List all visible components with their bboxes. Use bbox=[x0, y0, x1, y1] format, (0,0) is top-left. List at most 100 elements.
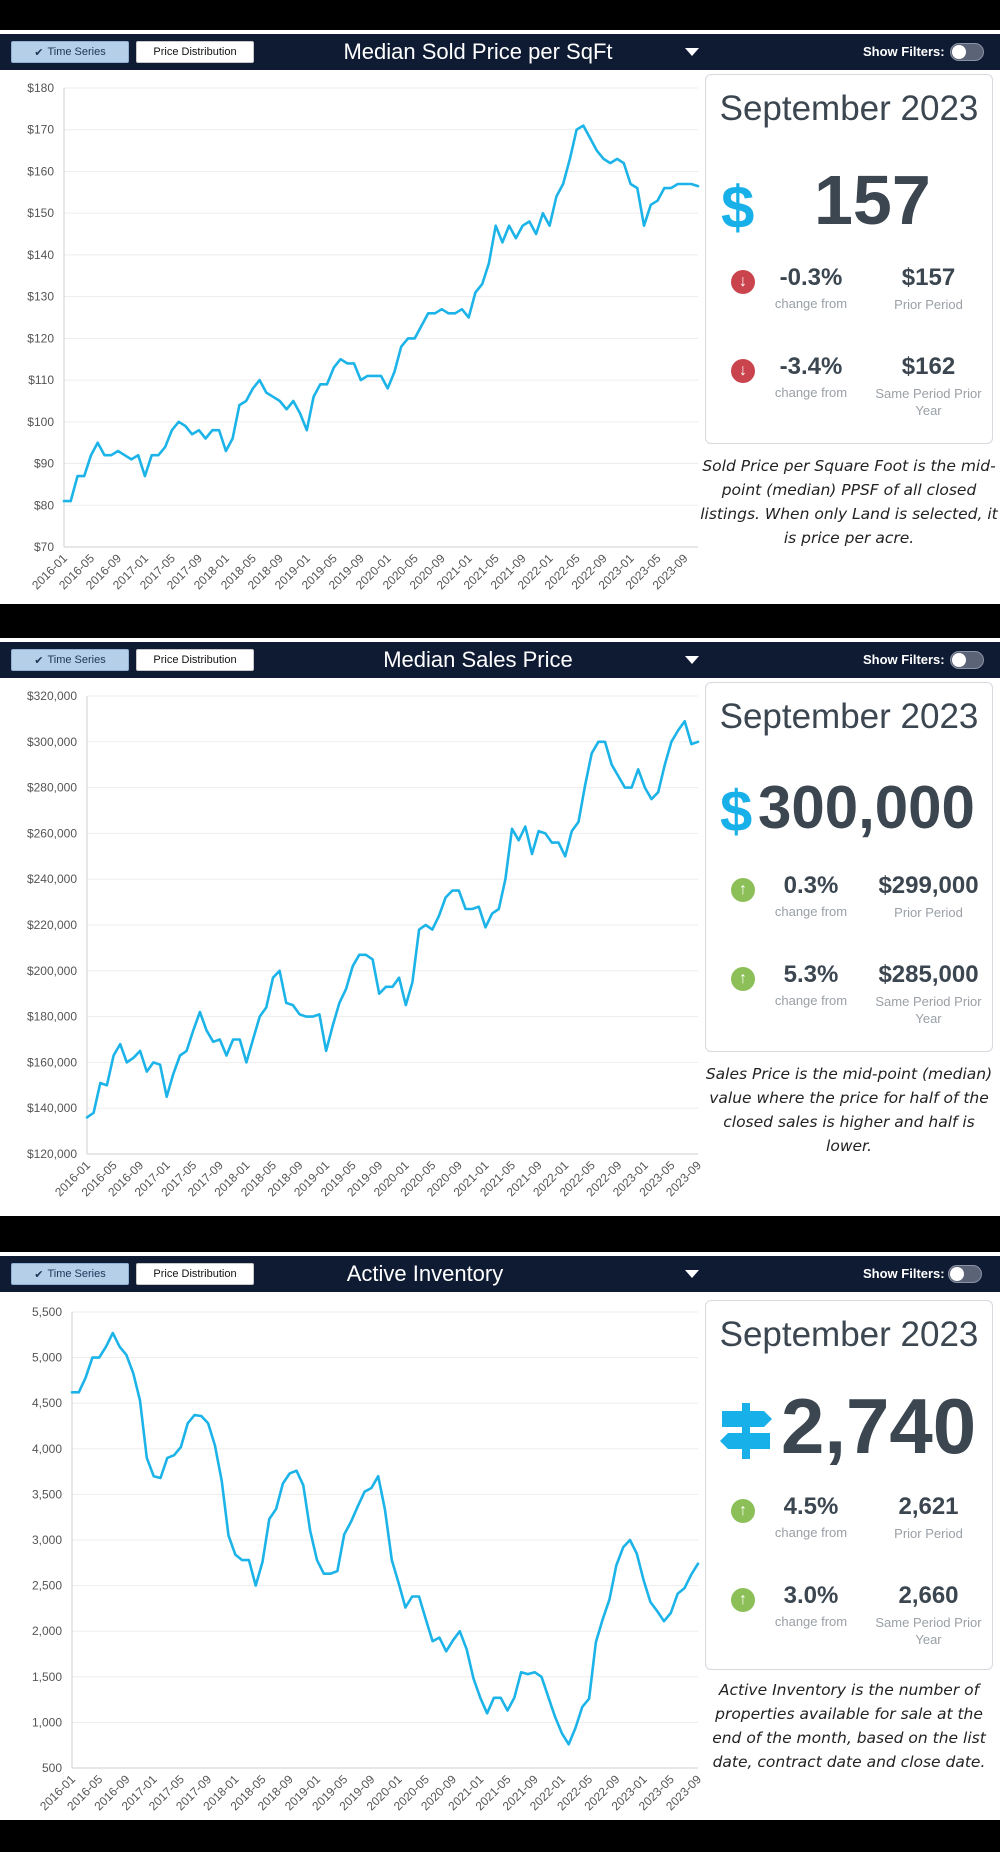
y-tick-label: $110 bbox=[28, 373, 54, 387]
dollar-icon: $ bbox=[721, 174, 755, 241]
check-icon: ✔ bbox=[34, 46, 44, 59]
show-filters-label: Show Filters: bbox=[863, 44, 945, 59]
y-tick-label: $120 bbox=[27, 331, 54, 345]
toggle-knob bbox=[952, 653, 966, 667]
compare-value: 2,660 bbox=[898, 1582, 959, 1609]
y-tick-label: $280,000 bbox=[27, 781, 77, 795]
change-pct: 0.3% bbox=[783, 872, 839, 899]
arrow-up-icon: ↑ bbox=[731, 1499, 755, 1523]
metric-description: Sold Price per Square Foot is the mid-po… bbox=[700, 457, 998, 547]
change-pct: -0.3% bbox=[779, 264, 843, 291]
ppsf-summary-card: September 2023 $ 157 ↓ -0.3% change from… bbox=[705, 74, 993, 444]
y-tick-label: $140,000 bbox=[27, 1101, 77, 1115]
show-filters-toggle[interactable] bbox=[950, 43, 984, 61]
y-tick-label: $170 bbox=[27, 123, 54, 137]
compare-value: $285,000 bbox=[878, 961, 979, 988]
change-row-prior-year: ↓ -3.4% change from $162 Same Period Pri… bbox=[706, 353, 992, 449]
panel-active-inventory: ✔ Time Series Price Distribution Active … bbox=[0, 1252, 1000, 1820]
change-row-prior-year: ↑ 5.3% change from $285,000 Same Period … bbox=[706, 961, 992, 1057]
change-label: change from bbox=[774, 993, 848, 1008]
y-tick-label: 5,000 bbox=[32, 1351, 62, 1365]
show-filters-toggle[interactable] bbox=[950, 651, 984, 669]
y-tick-label: $160 bbox=[27, 164, 54, 178]
change-label: change from bbox=[774, 1525, 848, 1540]
show-filters-label: Show Filters: bbox=[863, 652, 945, 667]
arrow-down-icon: ↓ bbox=[731, 270, 755, 294]
change-row-prior-period: ↑ 4.5% change from 2,621 Prior Period bbox=[706, 1493, 992, 1589]
y-tick-label: $300,000 bbox=[27, 735, 77, 749]
compare-label: Same Period Prior Year bbox=[875, 386, 982, 418]
change-row-prior-year: ↑ 3.0% change from 2,660 Same Period Pri… bbox=[706, 1582, 992, 1678]
y-tick-label: $80 bbox=[34, 498, 54, 512]
change-pct: 4.5% bbox=[783, 1493, 839, 1520]
card-value: 2,740 bbox=[781, 1382, 977, 1470]
arrow-down-icon: ↓ bbox=[731, 359, 755, 383]
price-distribution-button[interactable]: Price Distribution bbox=[136, 649, 254, 671]
price-distribution-label: Price Distribution bbox=[153, 46, 237, 58]
check-icon: ✔ bbox=[34, 1268, 44, 1281]
y-tick-label: $180 bbox=[27, 81, 54, 95]
compare-value: $162 bbox=[901, 353, 956, 380]
y-tick-label: $180,000 bbox=[27, 1010, 77, 1024]
chevron-down-icon[interactable] bbox=[685, 48, 699, 56]
y-tick-label: $240,000 bbox=[27, 872, 77, 886]
compare-label: Same Period Prior Year bbox=[875, 994, 982, 1026]
card-period: September 2023 bbox=[719, 1315, 979, 1354]
y-tick-label: 2,500 bbox=[32, 1579, 62, 1593]
change-row-prior-period: ↑ 0.3% change from $299,000 Prior Period bbox=[706, 872, 992, 968]
y-tick-label: $90 bbox=[34, 457, 54, 471]
price-distribution-button[interactable]: Price Distribution bbox=[136, 1263, 254, 1285]
panel-toolbar: ✔ Time Series Price Distribution Median … bbox=[0, 34, 1000, 70]
compare-value: 2,621 bbox=[898, 1493, 959, 1520]
active-inventory-line-chart: 500 1,000 1,500 2,000 2,500 3,000 3,500 4,000 4,… bbox=[32, 1305, 704, 1813]
arrow-up-icon: ↑ bbox=[731, 967, 755, 991]
y-tick-label: 4,500 bbox=[32, 1396, 62, 1410]
y-tick-label: $130 bbox=[27, 290, 54, 304]
show-filters-label: Show Filters: bbox=[863, 1266, 945, 1281]
change-label: change from bbox=[774, 904, 848, 919]
compare-label: Prior Period bbox=[894, 297, 963, 312]
time-series-button[interactable]: ✔ Time Series bbox=[11, 41, 129, 63]
time-series-label: Time Series bbox=[47, 654, 106, 666]
y-tick-label: 1,000 bbox=[32, 1715, 62, 1729]
dollar-icon: $ bbox=[720, 779, 753, 844]
y-tick-label: 3,500 bbox=[32, 1487, 62, 1501]
arrow-up-icon: ↑ bbox=[731, 878, 755, 902]
compare-label: Prior Period bbox=[894, 1526, 963, 1541]
time-series-button[interactable]: ✔ Time Series bbox=[11, 649, 129, 671]
time-series-label: Time Series bbox=[47, 1268, 106, 1280]
change-label: change from bbox=[774, 1614, 848, 1629]
change-row-prior-period: ↓ -0.3% change from $157 Prior Period bbox=[706, 264, 992, 360]
y-tick-label: $320,000 bbox=[27, 689, 77, 703]
metric-select-title[interactable]: Median Sold Price per SqFt bbox=[343, 39, 613, 64]
chevron-down-icon[interactable] bbox=[685, 1270, 699, 1278]
price-distribution-label: Price Distribution bbox=[153, 654, 237, 666]
card-period: September 2023 bbox=[719, 89, 979, 128]
y-tick-label: 3,000 bbox=[32, 1533, 62, 1547]
signpost-icon bbox=[720, 1403, 772, 1459]
panel-toolbar: ✔ Time Series Price Distribution Active … bbox=[0, 1256, 1000, 1292]
chevron-down-icon[interactable] bbox=[685, 656, 699, 664]
sales-price-line-chart: $120,000 $140,000 $160,000 $180,000 $200,000… bbox=[27, 689, 704, 1199]
time-series-button[interactable]: ✔ Time Series bbox=[11, 1263, 129, 1285]
panel-sales-price: ✔ Time Series Price Distribution Median … bbox=[0, 638, 1000, 1216]
compare-value: $299,000 bbox=[878, 872, 979, 899]
metric-select-title[interactable]: Active Inventory bbox=[346, 1261, 504, 1286]
toggle-knob bbox=[950, 1267, 964, 1281]
price-distribution-button[interactable]: Price Distribution bbox=[136, 41, 254, 63]
inventory-summary-card: September 2023 2,740 ↑ 4.5% change from … bbox=[705, 1300, 993, 1670]
metric-select-title[interactable]: Median Sales Price bbox=[383, 647, 573, 672]
y-tick-label: $200,000 bbox=[27, 964, 77, 978]
sales-price-summary-card: September 2023 $ 300,000 ↑ 0.3% change f… bbox=[705, 682, 993, 1052]
y-tick-label: $120,000 bbox=[27, 1147, 77, 1161]
y-tick-label: $150 bbox=[27, 206, 54, 220]
check-icon: ✔ bbox=[34, 654, 44, 667]
time-series-label: Time Series bbox=[47, 46, 106, 58]
ppsf-line-chart: $70 $80 $90 $100 $110 $120 $130 $140 $150 $160 $17… bbox=[27, 81, 700, 592]
show-filters-toggle[interactable] bbox=[948, 1265, 982, 1283]
y-tick-label: $100 bbox=[27, 415, 54, 429]
change-pct: -3.4% bbox=[779, 353, 843, 380]
panel-toolbar: ✔ Time Series Price Distribution Median … bbox=[0, 642, 1000, 678]
y-tick-label: $220,000 bbox=[27, 918, 77, 932]
series-line bbox=[85, 719, 700, 1119]
